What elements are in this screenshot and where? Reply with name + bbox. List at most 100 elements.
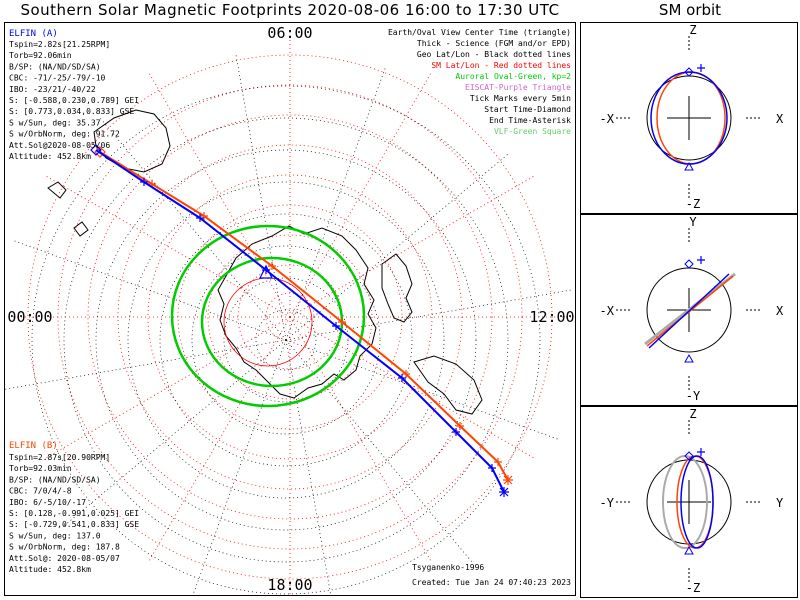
geo-lon-line: [285, 339, 473, 563]
probe-a-name: ELFIN (A): [9, 29, 58, 39]
geo-lat-circle: [31, 85, 541, 595]
probe-a-tick: [332, 322, 340, 330]
sm-lon-line: [289, 175, 535, 318]
legend: Earth/Oval View Center Time (triangle) Th…: [388, 28, 571, 136]
geo-lon-line: [63, 339, 287, 527]
view-center-triangle: [259, 264, 273, 279]
probe-b-tick: [338, 318, 346, 326]
orbit-end-asterisk: [697, 64, 705, 72]
probe-a-end-asterisk: [499, 487, 509, 497]
probe-a-start-diamond: [90, 144, 102, 156]
sm-lon-line: [45, 316, 291, 459]
orbit-axis-label: X: [776, 112, 784, 126]
sm-lat-circle: [87, 114, 493, 520]
orbit-axis-label: -X: [600, 112, 615, 126]
probe-info-line: CBC: -71/-25/-79/-10: [9, 74, 106, 83]
probe-b-info: ELFIN (B) Tspin=2.87s[20.90RPM] Torb=92.0…: [9, 441, 139, 574]
hour-label-left: 00:00: [7, 308, 52, 326]
auroral-oval-outer: [170, 224, 366, 408]
sm-lon-line: [45, 175, 291, 318]
orbit-axis-label: -X: [600, 304, 615, 318]
orbit-axis-label: -Z: [686, 197, 700, 211]
probe-b-tick: [456, 422, 464, 430]
geo-lon-line: [99, 117, 287, 341]
orbit-axis-label: Y: [689, 215, 697, 229]
probe-info-line: IBO: 6/-5/10/-17: [9, 498, 86, 507]
probe-info-line: B/SP: (NA/ND/SD/SA): [9, 475, 101, 484]
orbit-start-diamond: [684, 67, 694, 77]
probe-info-line: Tspin=2.82s[21.25RPM]: [9, 40, 110, 49]
antarctica-coast: [217, 225, 377, 399]
sm-lon-line: [148, 316, 291, 562]
probe-info-line: IBO: -23/21/-40/22: [9, 85, 96, 94]
geo-lon-line: [285, 289, 572, 341]
model-label: Tsyganenko-1996: [412, 563, 484, 572]
orbit-axis-label: Y: [776, 496, 784, 510]
orbit-axis-label: -Y: [686, 389, 701, 403]
hour-label-top: 06:00: [267, 24, 312, 42]
sm-lat-circle: [147, 174, 433, 460]
geo-lon-line: [235, 54, 287, 341]
legend-entry: Geo Lat/Lon - Black dotted lines: [417, 50, 571, 59]
probe-info-line: S w/OrbNorm, deg: 91.72: [9, 130, 120, 139]
geo-lat-circle: [159, 213, 413, 467]
geo-lon-line: [285, 67, 386, 341]
probe-b-tick: [402, 370, 410, 378]
coastlines: [47, 109, 483, 415]
chart-title: Southern Solar Magnetic Footprints 2020-…: [20, 1, 560, 19]
probe-b-tick: [268, 262, 276, 270]
orbit-panels: Z -Z -X X Y -Y -X X Z -Z -Y Y: [580, 22, 798, 598]
legend-entry: End Time-Asterisk: [489, 116, 571, 125]
probe-a-tick: [140, 178, 148, 186]
geo-lat-circle: [255, 309, 317, 371]
geo-lon-line: [285, 339, 332, 596]
probe-info-line: S w/OrbNorm, deg: 187.8: [9, 543, 120, 552]
sm-lat-circle: [207, 234, 373, 400]
hour-label-right: 12:00: [529, 308, 574, 326]
probe-a-lines: Tspin=2.82s[21.25RPM] Torb=92.06min B/SP: …: [9, 40, 139, 161]
hour-label-bottom: 18:00: [267, 576, 312, 594]
probe-info-line: S: [-0.729,0.541,0.833] GSE: [9, 520, 139, 529]
probe-info-line: S: [0.128,-0.991,0.025] GEI: [9, 509, 139, 518]
probe-info-line: Torb=92.03min: [9, 464, 72, 473]
probe-a-info: ELFIN (A) Tspin=2.82s[21.25RPM] Torb=92.0…: [9, 29, 139, 161]
probe-info-line: S w/Sun, deg: 35.37: [9, 118, 101, 127]
probe-info-line: Att.Sol@: 2020-08-05/07: [9, 554, 120, 563]
orbit-end-asterisk: [697, 256, 705, 264]
orbit-view-triangle: [684, 545, 694, 555]
geo-latlon-grid: [4, 54, 572, 596]
orbit-a-trace: [648, 273, 730, 349]
probe-info-line: Att.Sol@2020-08-05/06: [9, 141, 110, 150]
sm-lon-line: [148, 72, 291, 318]
orbit-start-diamond: [684, 259, 694, 269]
probe-info-line: S: [0.773,0.034,0.833] GSE: [9, 107, 134, 116]
orbit-axis-label: -Z: [686, 581, 700, 595]
probe-info-line: CBC: 7/0/4/-8: [9, 487, 72, 496]
geo-lat-circle: [95, 149, 477, 531]
created-timestamp: Created: Tue Jan 24 07:40:23 2023: [412, 578, 571, 587]
geo-lat-circle: [191, 245, 381, 435]
probe-info-line: Altitude: 452.8km: [9, 152, 91, 161]
probe-b-end-asterisk: [503, 475, 513, 485]
legend-entry: EISCAT-Purple Triangle: [465, 83, 571, 92]
orbit-view-triangle: [684, 353, 694, 363]
legend-entry: Start Time-Diamond: [484, 105, 571, 114]
probe-a-tick: [398, 374, 406, 382]
footprint-map: 06:00 00:00 12:00 18:00 Earth/Oval View …: [4, 22, 576, 596]
geo-lon-line: [13, 240, 287, 341]
africa-coast: [413, 355, 483, 415]
legend-entry: Tick Marks every 5min: [470, 94, 571, 103]
geo-lat-circle: [223, 277, 349, 403]
probe-a-tick: [196, 214, 204, 222]
sm-lon-line: [289, 316, 432, 562]
orbit-start-diamond: [684, 451, 694, 461]
geo-lat-circle: [63, 117, 509, 563]
legend-entry: Earth/Oval View Center Time (triangle): [388, 28, 571, 37]
orbit-view-boxes: Z -Z -X X Y -Y -X X Z -Z -Y Y: [580, 22, 798, 598]
orbit-axis-label: X: [776, 304, 784, 318]
probe-info-line: S: [-0.588,0.230,0.789] GEI: [9, 96, 139, 105]
probe-b-name: ELFIN (B): [9, 441, 58, 451]
probe-b-tick: [200, 212, 208, 220]
orbit-a-trace: [680, 455, 714, 549]
probe-a-tick: [488, 464, 496, 472]
